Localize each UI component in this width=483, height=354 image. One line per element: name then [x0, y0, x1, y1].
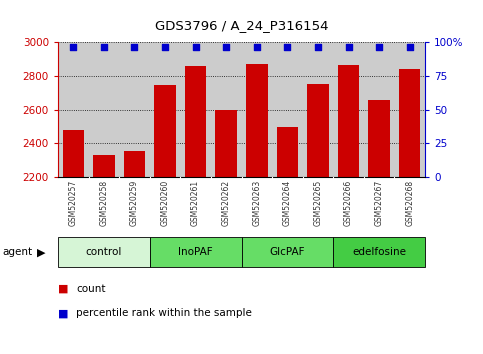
- Text: GSM520265: GSM520265: [313, 180, 323, 226]
- Bar: [246, 64, 268, 354]
- Text: ■: ■: [58, 308, 72, 318]
- Point: [100, 44, 108, 49]
- Text: ■: ■: [58, 284, 72, 293]
- Text: edelfosine: edelfosine: [352, 247, 406, 257]
- Bar: [369, 99, 390, 354]
- Bar: [185, 66, 206, 354]
- Point: [253, 44, 261, 49]
- Point: [345, 44, 353, 49]
- Text: GDS3796 / A_24_P316154: GDS3796 / A_24_P316154: [155, 19, 328, 32]
- Text: agent: agent: [2, 247, 32, 257]
- Text: GSM520259: GSM520259: [130, 180, 139, 226]
- Text: InoPAF: InoPAF: [178, 247, 213, 257]
- Text: GSM520258: GSM520258: [99, 180, 108, 226]
- Bar: [63, 130, 84, 354]
- Point: [192, 44, 199, 49]
- Bar: [124, 151, 145, 354]
- Text: GSM520262: GSM520262: [222, 180, 231, 226]
- Text: GSM520261: GSM520261: [191, 180, 200, 226]
- Text: control: control: [85, 247, 122, 257]
- Bar: [399, 69, 420, 354]
- Point: [222, 44, 230, 49]
- Point: [130, 44, 138, 49]
- Bar: [307, 84, 329, 354]
- Text: GSM520266: GSM520266: [344, 180, 353, 226]
- Point: [375, 44, 383, 49]
- Text: GSM520267: GSM520267: [375, 180, 384, 226]
- Text: GSM520264: GSM520264: [283, 180, 292, 226]
- Text: GSM520268: GSM520268: [405, 180, 414, 226]
- Bar: [277, 127, 298, 354]
- Point: [161, 44, 169, 49]
- Point: [70, 44, 77, 49]
- Bar: [155, 85, 176, 354]
- Text: GSM520257: GSM520257: [69, 180, 78, 226]
- Text: count: count: [76, 284, 106, 293]
- Text: GSM520260: GSM520260: [160, 180, 170, 226]
- Point: [284, 44, 291, 49]
- Text: GSM520263: GSM520263: [252, 180, 261, 226]
- Bar: [338, 65, 359, 354]
- Point: [314, 44, 322, 49]
- Point: [406, 44, 413, 49]
- Bar: [242, 237, 333, 267]
- Bar: [333, 237, 425, 267]
- Bar: [93, 155, 114, 354]
- Bar: [215, 110, 237, 354]
- Text: ▶: ▶: [37, 247, 45, 257]
- Bar: [150, 237, 242, 267]
- Bar: [58, 237, 150, 267]
- Text: GlcPAF: GlcPAF: [270, 247, 305, 257]
- Text: percentile rank within the sample: percentile rank within the sample: [76, 308, 252, 318]
